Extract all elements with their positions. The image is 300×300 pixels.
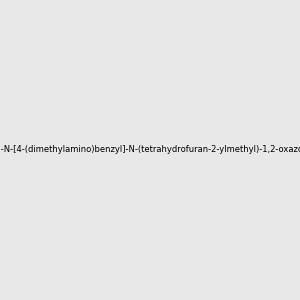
Text: 5-(4-chlorophenyl)-N-[4-(dimethylamino)benzyl]-N-(tetrahydrofuran-2-ylmethyl)-1,: 5-(4-chlorophenyl)-N-[4-(dimethylamino)b… xyxy=(0,146,300,154)
